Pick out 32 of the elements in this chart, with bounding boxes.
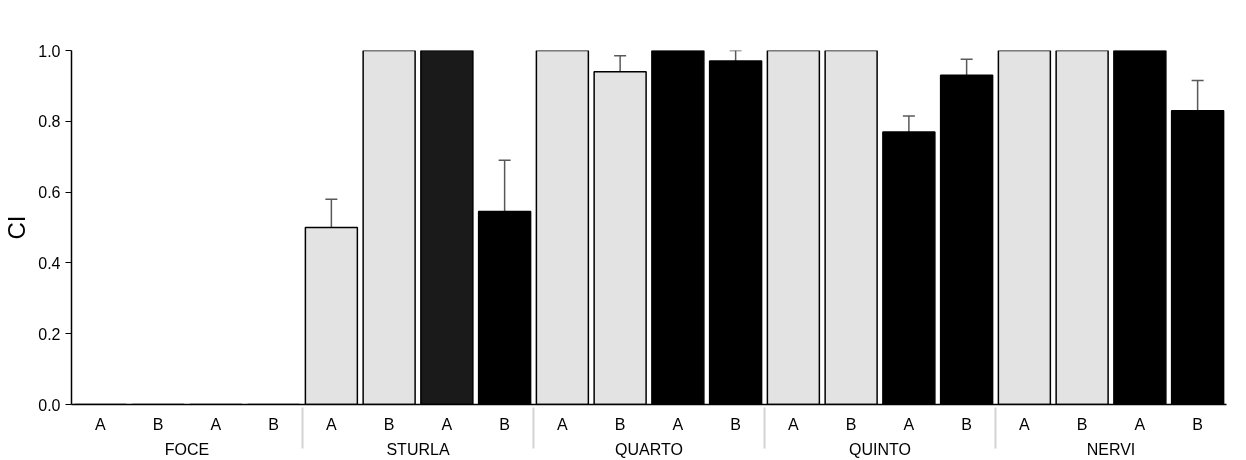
y-axis-title: CI [3,215,31,240]
x-tick-label: B [383,415,395,433]
y-tick-label: 0.0 [38,396,61,414]
text: FOCE [164,440,210,458]
y-tick-label: 0.4 [38,254,61,272]
x-tick-label: B [614,415,626,433]
text: QUINTO [849,440,911,458]
x-tick-label: A [326,415,338,433]
x-tick-label: A [788,415,800,433]
x-tick-label: A [441,415,453,433]
y-tick-label: 0.6 [38,184,61,202]
x-tick-label: A [557,415,569,433]
text: NERVI [1086,440,1136,458]
x-tick-label: B [845,415,857,433]
x-tick-label: B [730,415,741,433]
x-tick-label: A [1019,415,1031,433]
text: STURLA [386,440,450,458]
x-tick-label: B [961,415,972,433]
x-tick-label: B [1076,415,1088,433]
x-tick-label: B [152,415,164,433]
x-tick-label: B [1192,415,1203,433]
x-tick-label: B [268,415,279,433]
y-tick-label: 0.2 [38,325,61,343]
y-tick-label: 1.0 [38,42,61,60]
x-tick-label: A [903,415,915,433]
text: QUARTO [615,440,683,458]
y-tick-label: 0.8 [38,113,61,131]
x-tick-label: A [210,415,222,433]
x-tick-label: A [672,415,684,433]
x-tick-label: A [95,415,107,433]
x-tick-label: B [499,415,510,433]
x-tick-label: A [1134,415,1146,433]
